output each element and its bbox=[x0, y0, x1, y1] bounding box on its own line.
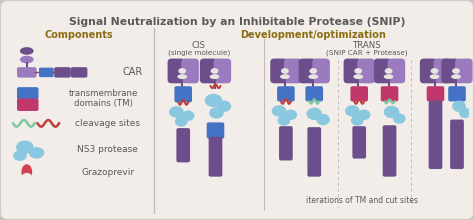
Ellipse shape bbox=[210, 68, 219, 74]
FancyBboxPatch shape bbox=[213, 59, 231, 83]
Ellipse shape bbox=[210, 74, 219, 79]
Text: Signal Neutralization by an Inhibitable Protease (SNIP): Signal Neutralization by an Inhibitable … bbox=[69, 17, 405, 27]
Ellipse shape bbox=[459, 108, 471, 118]
Text: Development/optimization: Development/optimization bbox=[240, 30, 386, 40]
Ellipse shape bbox=[451, 74, 461, 79]
FancyBboxPatch shape bbox=[388, 59, 405, 83]
Ellipse shape bbox=[21, 164, 32, 180]
FancyBboxPatch shape bbox=[17, 87, 38, 99]
FancyBboxPatch shape bbox=[308, 127, 321, 177]
Ellipse shape bbox=[205, 94, 222, 107]
Ellipse shape bbox=[393, 113, 406, 124]
FancyBboxPatch shape bbox=[200, 59, 218, 83]
FancyBboxPatch shape bbox=[455, 59, 473, 83]
Ellipse shape bbox=[209, 107, 224, 119]
FancyBboxPatch shape bbox=[174, 86, 192, 102]
FancyBboxPatch shape bbox=[277, 86, 295, 101]
Ellipse shape bbox=[383, 74, 393, 79]
FancyBboxPatch shape bbox=[434, 59, 451, 83]
FancyBboxPatch shape bbox=[344, 59, 361, 83]
FancyBboxPatch shape bbox=[17, 67, 36, 78]
FancyBboxPatch shape bbox=[374, 59, 392, 83]
Ellipse shape bbox=[310, 68, 317, 74]
Ellipse shape bbox=[452, 101, 466, 112]
FancyBboxPatch shape bbox=[299, 59, 316, 83]
Ellipse shape bbox=[309, 74, 318, 79]
FancyBboxPatch shape bbox=[383, 125, 396, 177]
Ellipse shape bbox=[384, 68, 392, 74]
FancyBboxPatch shape bbox=[305, 86, 323, 101]
FancyBboxPatch shape bbox=[428, 101, 442, 169]
Ellipse shape bbox=[281, 68, 289, 74]
Ellipse shape bbox=[178, 68, 186, 74]
Ellipse shape bbox=[278, 115, 290, 126]
Ellipse shape bbox=[182, 110, 194, 121]
Ellipse shape bbox=[429, 74, 439, 79]
FancyBboxPatch shape bbox=[357, 59, 375, 83]
Ellipse shape bbox=[175, 116, 188, 127]
Ellipse shape bbox=[316, 114, 330, 125]
FancyBboxPatch shape bbox=[54, 67, 71, 78]
Text: (SNIP CAR + Protease): (SNIP CAR + Protease) bbox=[326, 49, 408, 55]
Ellipse shape bbox=[20, 47, 34, 55]
Ellipse shape bbox=[280, 74, 290, 79]
FancyBboxPatch shape bbox=[17, 99, 38, 111]
Text: Components: Components bbox=[44, 30, 113, 40]
FancyBboxPatch shape bbox=[39, 68, 54, 77]
Text: TRANS: TRANS bbox=[353, 41, 382, 50]
Ellipse shape bbox=[430, 68, 438, 74]
FancyBboxPatch shape bbox=[312, 59, 330, 83]
FancyBboxPatch shape bbox=[71, 67, 87, 78]
FancyBboxPatch shape bbox=[176, 128, 190, 162]
FancyBboxPatch shape bbox=[209, 137, 222, 177]
Ellipse shape bbox=[353, 74, 363, 79]
FancyBboxPatch shape bbox=[352, 126, 366, 159]
Ellipse shape bbox=[16, 141, 34, 154]
Ellipse shape bbox=[452, 68, 460, 74]
Ellipse shape bbox=[284, 110, 297, 120]
Text: transmembrane
domains (TM): transmembrane domains (TM) bbox=[68, 89, 138, 108]
Ellipse shape bbox=[29, 147, 45, 159]
FancyBboxPatch shape bbox=[284, 59, 301, 83]
FancyBboxPatch shape bbox=[427, 86, 444, 101]
FancyBboxPatch shape bbox=[420, 59, 438, 83]
Text: NS3 protease: NS3 protease bbox=[77, 145, 138, 154]
Ellipse shape bbox=[383, 106, 399, 118]
FancyBboxPatch shape bbox=[207, 122, 224, 139]
Text: iterations of TM and cut sites: iterations of TM and cut sites bbox=[306, 196, 418, 205]
Text: cleavage sites: cleavage sites bbox=[75, 119, 140, 128]
FancyBboxPatch shape bbox=[168, 59, 185, 83]
FancyBboxPatch shape bbox=[381, 86, 398, 101]
FancyBboxPatch shape bbox=[181, 59, 199, 83]
FancyBboxPatch shape bbox=[350, 86, 368, 101]
Ellipse shape bbox=[13, 150, 27, 161]
Ellipse shape bbox=[272, 105, 286, 117]
Ellipse shape bbox=[177, 74, 187, 79]
FancyBboxPatch shape bbox=[279, 126, 293, 160]
Text: Grazoprevir: Grazoprevir bbox=[82, 168, 135, 177]
FancyBboxPatch shape bbox=[270, 59, 288, 83]
Text: (single molecule): (single molecule) bbox=[168, 49, 230, 55]
Ellipse shape bbox=[345, 105, 360, 117]
FancyBboxPatch shape bbox=[448, 86, 466, 101]
FancyBboxPatch shape bbox=[450, 119, 464, 169]
Ellipse shape bbox=[21, 173, 32, 182]
Ellipse shape bbox=[355, 68, 362, 74]
Ellipse shape bbox=[218, 101, 231, 112]
Ellipse shape bbox=[20, 56, 34, 63]
Ellipse shape bbox=[358, 110, 371, 120]
Ellipse shape bbox=[306, 108, 322, 120]
Text: CAR: CAR bbox=[122, 67, 143, 77]
Ellipse shape bbox=[351, 115, 364, 126]
FancyBboxPatch shape bbox=[441, 59, 459, 83]
Text: CIS: CIS bbox=[192, 41, 206, 50]
Ellipse shape bbox=[169, 106, 184, 118]
